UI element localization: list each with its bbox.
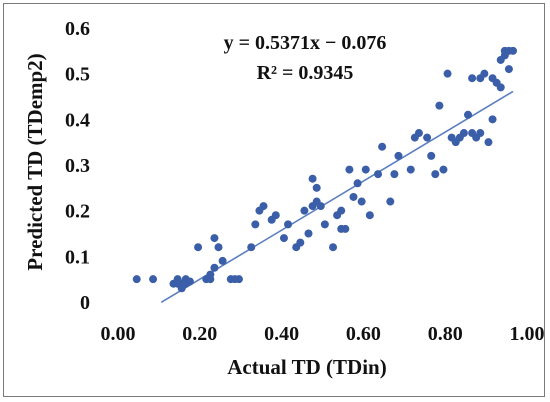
data-point <box>296 238 305 247</box>
r-squared-label: R² = 0.9345 <box>257 62 354 84</box>
data-point <box>394 151 403 160</box>
trendline-equation: y = 0.5371x − 0.076 <box>224 32 387 54</box>
y-tick-labels: 0 0.1 0.2 0.3 0.4 0.5 0.6 <box>65 18 90 314</box>
x-tick-label: 0.80 <box>428 323 463 345</box>
y-tick-label: 0 <box>80 292 90 314</box>
x-tick-label: 0.20 <box>182 323 217 345</box>
trendline <box>160 90 514 304</box>
data-point <box>504 65 513 74</box>
data-point <box>435 101 444 110</box>
data-point <box>337 206 346 215</box>
data-point <box>308 174 317 183</box>
data-point <box>431 170 440 179</box>
data-point <box>206 270 215 279</box>
data-point <box>214 243 223 252</box>
x-tick-labels: 0.00 0.20 0.40 0.60 0.80 1.00 <box>101 323 545 345</box>
data-point <box>304 229 313 238</box>
data-point <box>353 179 362 188</box>
y-tick-label: 0.4 <box>65 109 90 131</box>
data-point <box>365 211 374 220</box>
data-point <box>439 165 448 174</box>
data-point <box>374 170 383 179</box>
data-point <box>210 234 219 243</box>
y-axis-title: Predicted TD (TDemp2) <box>23 53 47 270</box>
data-point <box>210 263 219 272</box>
data-point <box>341 224 350 233</box>
data-point <box>345 165 354 174</box>
data-point <box>132 275 141 284</box>
data-point <box>149 275 158 284</box>
data-point <box>194 243 203 252</box>
data-point <box>480 69 489 78</box>
data-point <box>247 243 256 252</box>
data-point <box>414 129 423 138</box>
x-tick-label: 0.60 <box>346 323 381 345</box>
data-point <box>284 220 293 229</box>
data-point <box>509 46 517 55</box>
y-tick-label: 0.5 <box>65 64 90 86</box>
data-point <box>459 129 468 138</box>
data-point <box>181 279 190 288</box>
data-point <box>378 142 387 151</box>
data-point <box>443 69 452 78</box>
data-point <box>390 170 399 179</box>
data-point <box>496 83 505 92</box>
y-tick-label: 0.1 <box>65 246 90 268</box>
x-tick-label: 0.00 <box>101 323 136 345</box>
data-points <box>132 46 517 293</box>
data-point <box>271 211 280 220</box>
y-tick-label: 0.2 <box>65 201 90 223</box>
data-point <box>464 110 473 119</box>
data-point <box>349 192 358 201</box>
x-tick-label: 1.00 <box>510 323 545 345</box>
data-point <box>386 197 395 206</box>
data-point <box>484 138 493 147</box>
data-point <box>361 165 370 174</box>
data-point <box>427 151 436 160</box>
data-point <box>488 115 497 124</box>
data-point <box>251 220 260 229</box>
data-point <box>329 243 338 252</box>
data-point <box>218 256 227 265</box>
data-point <box>423 133 432 142</box>
data-point <box>312 183 321 192</box>
data-point <box>279 234 288 243</box>
y-tick-label: 0.3 <box>65 155 90 177</box>
data-point <box>316 202 325 211</box>
data-point <box>468 74 477 83</box>
data-point <box>320 220 329 229</box>
data-point <box>300 206 309 215</box>
data-point <box>259 202 268 211</box>
y-tick-label: 0.6 <box>65 18 90 40</box>
data-point <box>234 275 243 284</box>
data-point <box>406 165 415 174</box>
data-point <box>476 129 485 138</box>
x-tick-label: 0.40 <box>264 323 299 345</box>
data-point <box>357 197 366 206</box>
chart-frame <box>3 3 545 397</box>
x-axis-title: Actual TD (TDin) <box>227 355 386 379</box>
